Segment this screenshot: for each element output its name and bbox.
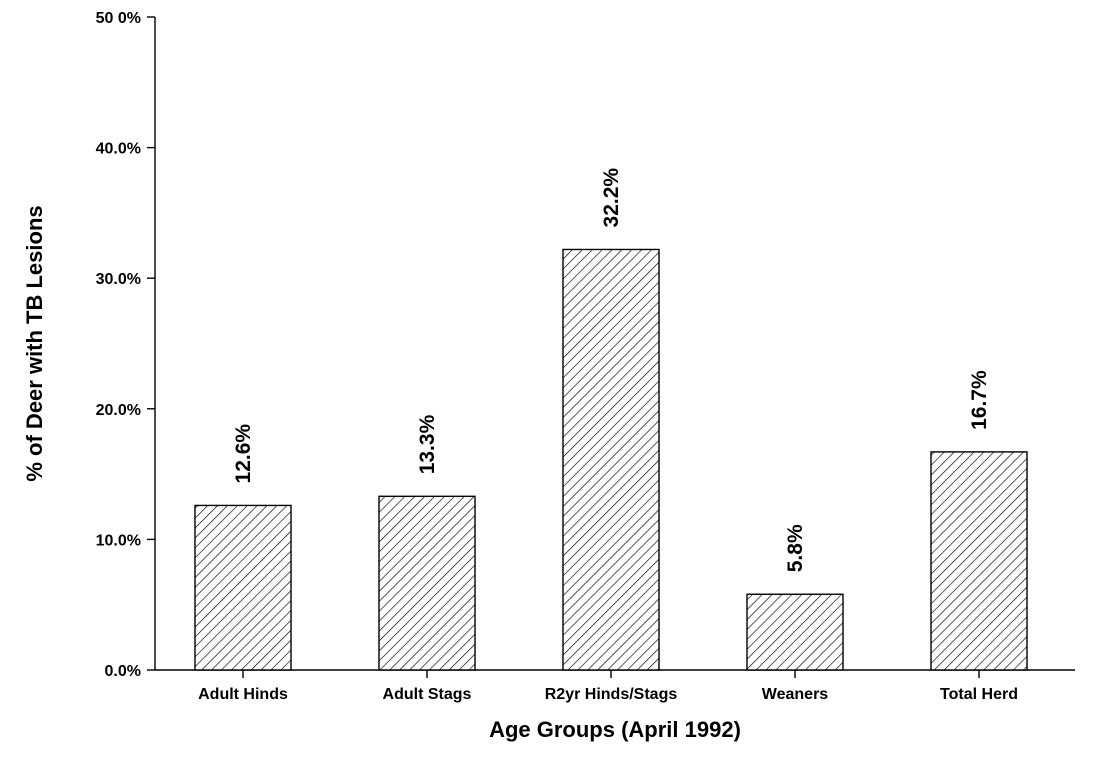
x-axis-title: Age Groups (April 1992) bbox=[489, 717, 741, 742]
x-tick-label: Weaners bbox=[762, 686, 829, 703]
y-tick-label: 50 0% bbox=[96, 10, 141, 27]
bar bbox=[378, 495, 476, 671]
bar bbox=[562, 248, 660, 671]
bar bbox=[194, 504, 292, 671]
data-label: 13.3% bbox=[416, 414, 439, 474]
y-tick-label: 0.0% bbox=[105, 663, 141, 680]
data-label: 12.6% bbox=[232, 424, 255, 484]
data-label: 16.7% bbox=[968, 370, 991, 430]
x-tick-label: Adult Stags bbox=[383, 686, 472, 703]
y-tick-label: 40.0% bbox=[96, 141, 141, 158]
x-tick-label: R2yr Hinds/Stags bbox=[545, 686, 678, 703]
x-axis: Adult Hinds Adult Stags R2yr Hinds/Stags We… bbox=[155, 669, 1075, 703]
y-axis: 0.0% 10.0% 20.0% 30.0% 40.0% 50 0% bbox=[96, 10, 156, 680]
y-tick-label: 20.0% bbox=[96, 402, 141, 419]
x-tick-label: Adult Hinds bbox=[198, 686, 288, 703]
data-label: 32.2% bbox=[600, 168, 623, 228]
bar bbox=[746, 593, 844, 671]
bar bbox=[930, 451, 1028, 671]
y-axis-title: % of Deer with TB Lesions bbox=[22, 205, 47, 481]
bars-group bbox=[194, 248, 1028, 671]
data-labels-group: 12.6% 13.3% 32.2% 5.8% 16.7% bbox=[232, 168, 991, 573]
y-tick-label: 30.0% bbox=[96, 271, 141, 288]
x-tick-label: Total Herd bbox=[940, 686, 1018, 703]
data-label: 5.8% bbox=[784, 524, 807, 572]
y-tick-label: 10.0% bbox=[96, 532, 141, 549]
